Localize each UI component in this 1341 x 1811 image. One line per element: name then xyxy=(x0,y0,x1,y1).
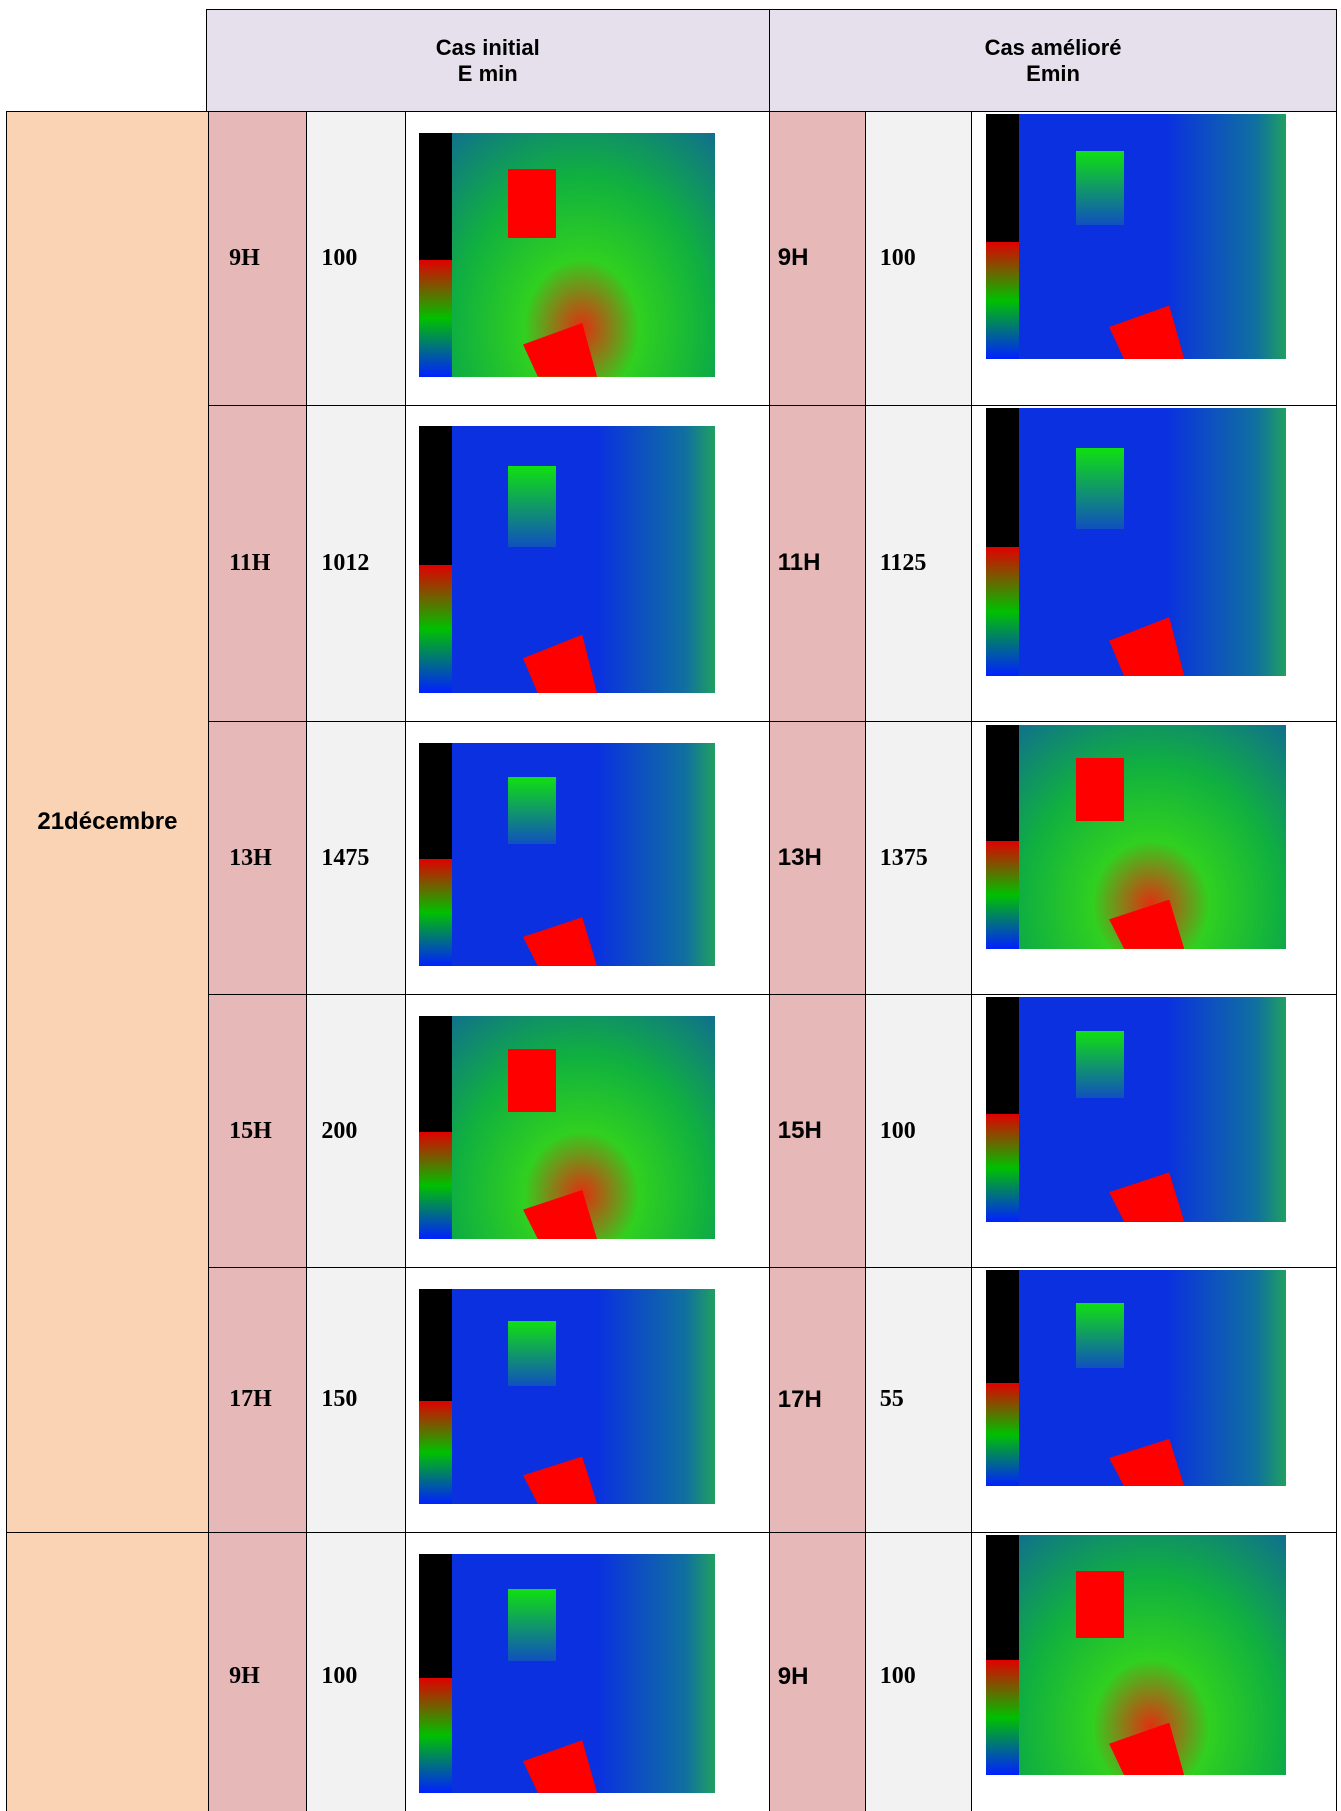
header-cell: Cas amélioré Emin xyxy=(768,9,1338,112)
emin-value: 100 xyxy=(879,244,916,271)
image-cell xyxy=(404,1267,770,1533)
hour-label: 9H xyxy=(229,244,260,271)
hour-cell: 17H xyxy=(768,1267,866,1533)
hour-label: 15H xyxy=(229,1117,272,1144)
hour-cell: 15H xyxy=(768,994,866,1268)
illuminance-image xyxy=(985,1535,1287,1776)
header-subtitle: Emin xyxy=(1026,60,1080,86)
date-cell: 21décembre xyxy=(5,110,210,1533)
emin-cell: 100 xyxy=(864,994,973,1268)
image-cell xyxy=(971,1531,1338,1811)
hour-label: 17H xyxy=(777,1385,822,1413)
hour-label: 13H xyxy=(229,844,272,871)
hour-label: 17H xyxy=(229,1386,272,1413)
image-cell xyxy=(404,404,770,723)
emin-value: 100 xyxy=(879,1117,916,1144)
illuminance-image xyxy=(985,114,1287,360)
hour-cell: 13H xyxy=(768,721,866,996)
hour-label: 9H xyxy=(229,1663,260,1690)
illuminance-image xyxy=(985,724,1287,949)
emin-value: 1375 xyxy=(879,844,928,871)
image-cell xyxy=(971,994,1338,1268)
illuminance-image xyxy=(419,426,716,694)
image-cell xyxy=(971,404,1338,723)
emin-cell: 100 xyxy=(306,110,406,406)
emin-value: 100 xyxy=(321,244,358,271)
hour-cell: 15H xyxy=(208,994,308,1268)
emin-cell: 1012 xyxy=(306,404,406,723)
emin-value: 1125 xyxy=(879,549,927,576)
illuminance-image xyxy=(985,407,1287,677)
hour-cell: 11H xyxy=(208,404,308,723)
hour-cell: 17H xyxy=(208,1267,308,1533)
emin-cell: 1375 xyxy=(864,721,973,996)
emin-value: 1475 xyxy=(321,844,370,871)
hour-label: 11H xyxy=(229,549,271,576)
emin-cell: 100 xyxy=(306,1531,406,1811)
image-cell xyxy=(971,110,1338,406)
image-cell xyxy=(404,721,770,996)
date-cell xyxy=(5,1531,210,1811)
hour-cell: 13H xyxy=(208,721,308,996)
hour-label: 15H xyxy=(777,1117,822,1145)
hour-label: 9H xyxy=(777,1662,809,1690)
emin-cell: 55 xyxy=(864,1267,973,1533)
emin-value: 200 xyxy=(321,1117,358,1144)
header-title: Cas initial xyxy=(435,34,540,60)
emin-cell: 100 xyxy=(864,1531,973,1811)
illuminance-image xyxy=(419,1015,716,1240)
hour-cell: 9H xyxy=(208,110,308,406)
emin-cell: 1475 xyxy=(306,721,406,996)
hour-cell: 9H xyxy=(768,1531,866,1811)
emin-value: 100 xyxy=(321,1663,358,1690)
hour-label: 11H xyxy=(777,549,821,577)
header-subtitle: E min xyxy=(457,60,518,86)
illuminance-image xyxy=(419,1288,716,1504)
illuminance-image xyxy=(985,1270,1287,1487)
image-cell xyxy=(971,721,1338,996)
hour-cell: 9H xyxy=(208,1531,308,1811)
hour-cell: 9H xyxy=(768,110,866,406)
hour-cell: 11H xyxy=(768,404,866,723)
emin-cell: 150 xyxy=(306,1267,406,1533)
hour-label: 13H xyxy=(777,844,822,872)
image-cell xyxy=(404,110,770,406)
header-cell: Cas initial E min xyxy=(205,9,770,112)
emin-cell: 1125 xyxy=(864,404,973,723)
illuminance-image xyxy=(985,997,1287,1222)
emin-value: 150 xyxy=(321,1386,358,1413)
emin-cell: 100 xyxy=(864,110,973,406)
date-label: 21décembre xyxy=(37,807,178,835)
illuminance-image xyxy=(419,743,716,967)
illuminance-image xyxy=(419,132,716,377)
emin-value: 1012 xyxy=(321,549,370,576)
emin-value: 55 xyxy=(879,1386,904,1413)
image-cell xyxy=(971,1267,1338,1533)
illuminance-image xyxy=(419,1553,716,1793)
emin-cell: 200 xyxy=(306,994,406,1268)
emin-value: 100 xyxy=(879,1663,916,1690)
image-cell xyxy=(404,1531,770,1811)
image-cell xyxy=(404,994,770,1268)
header-title: Cas amélioré xyxy=(984,34,1122,60)
hour-label: 9H xyxy=(777,244,809,272)
